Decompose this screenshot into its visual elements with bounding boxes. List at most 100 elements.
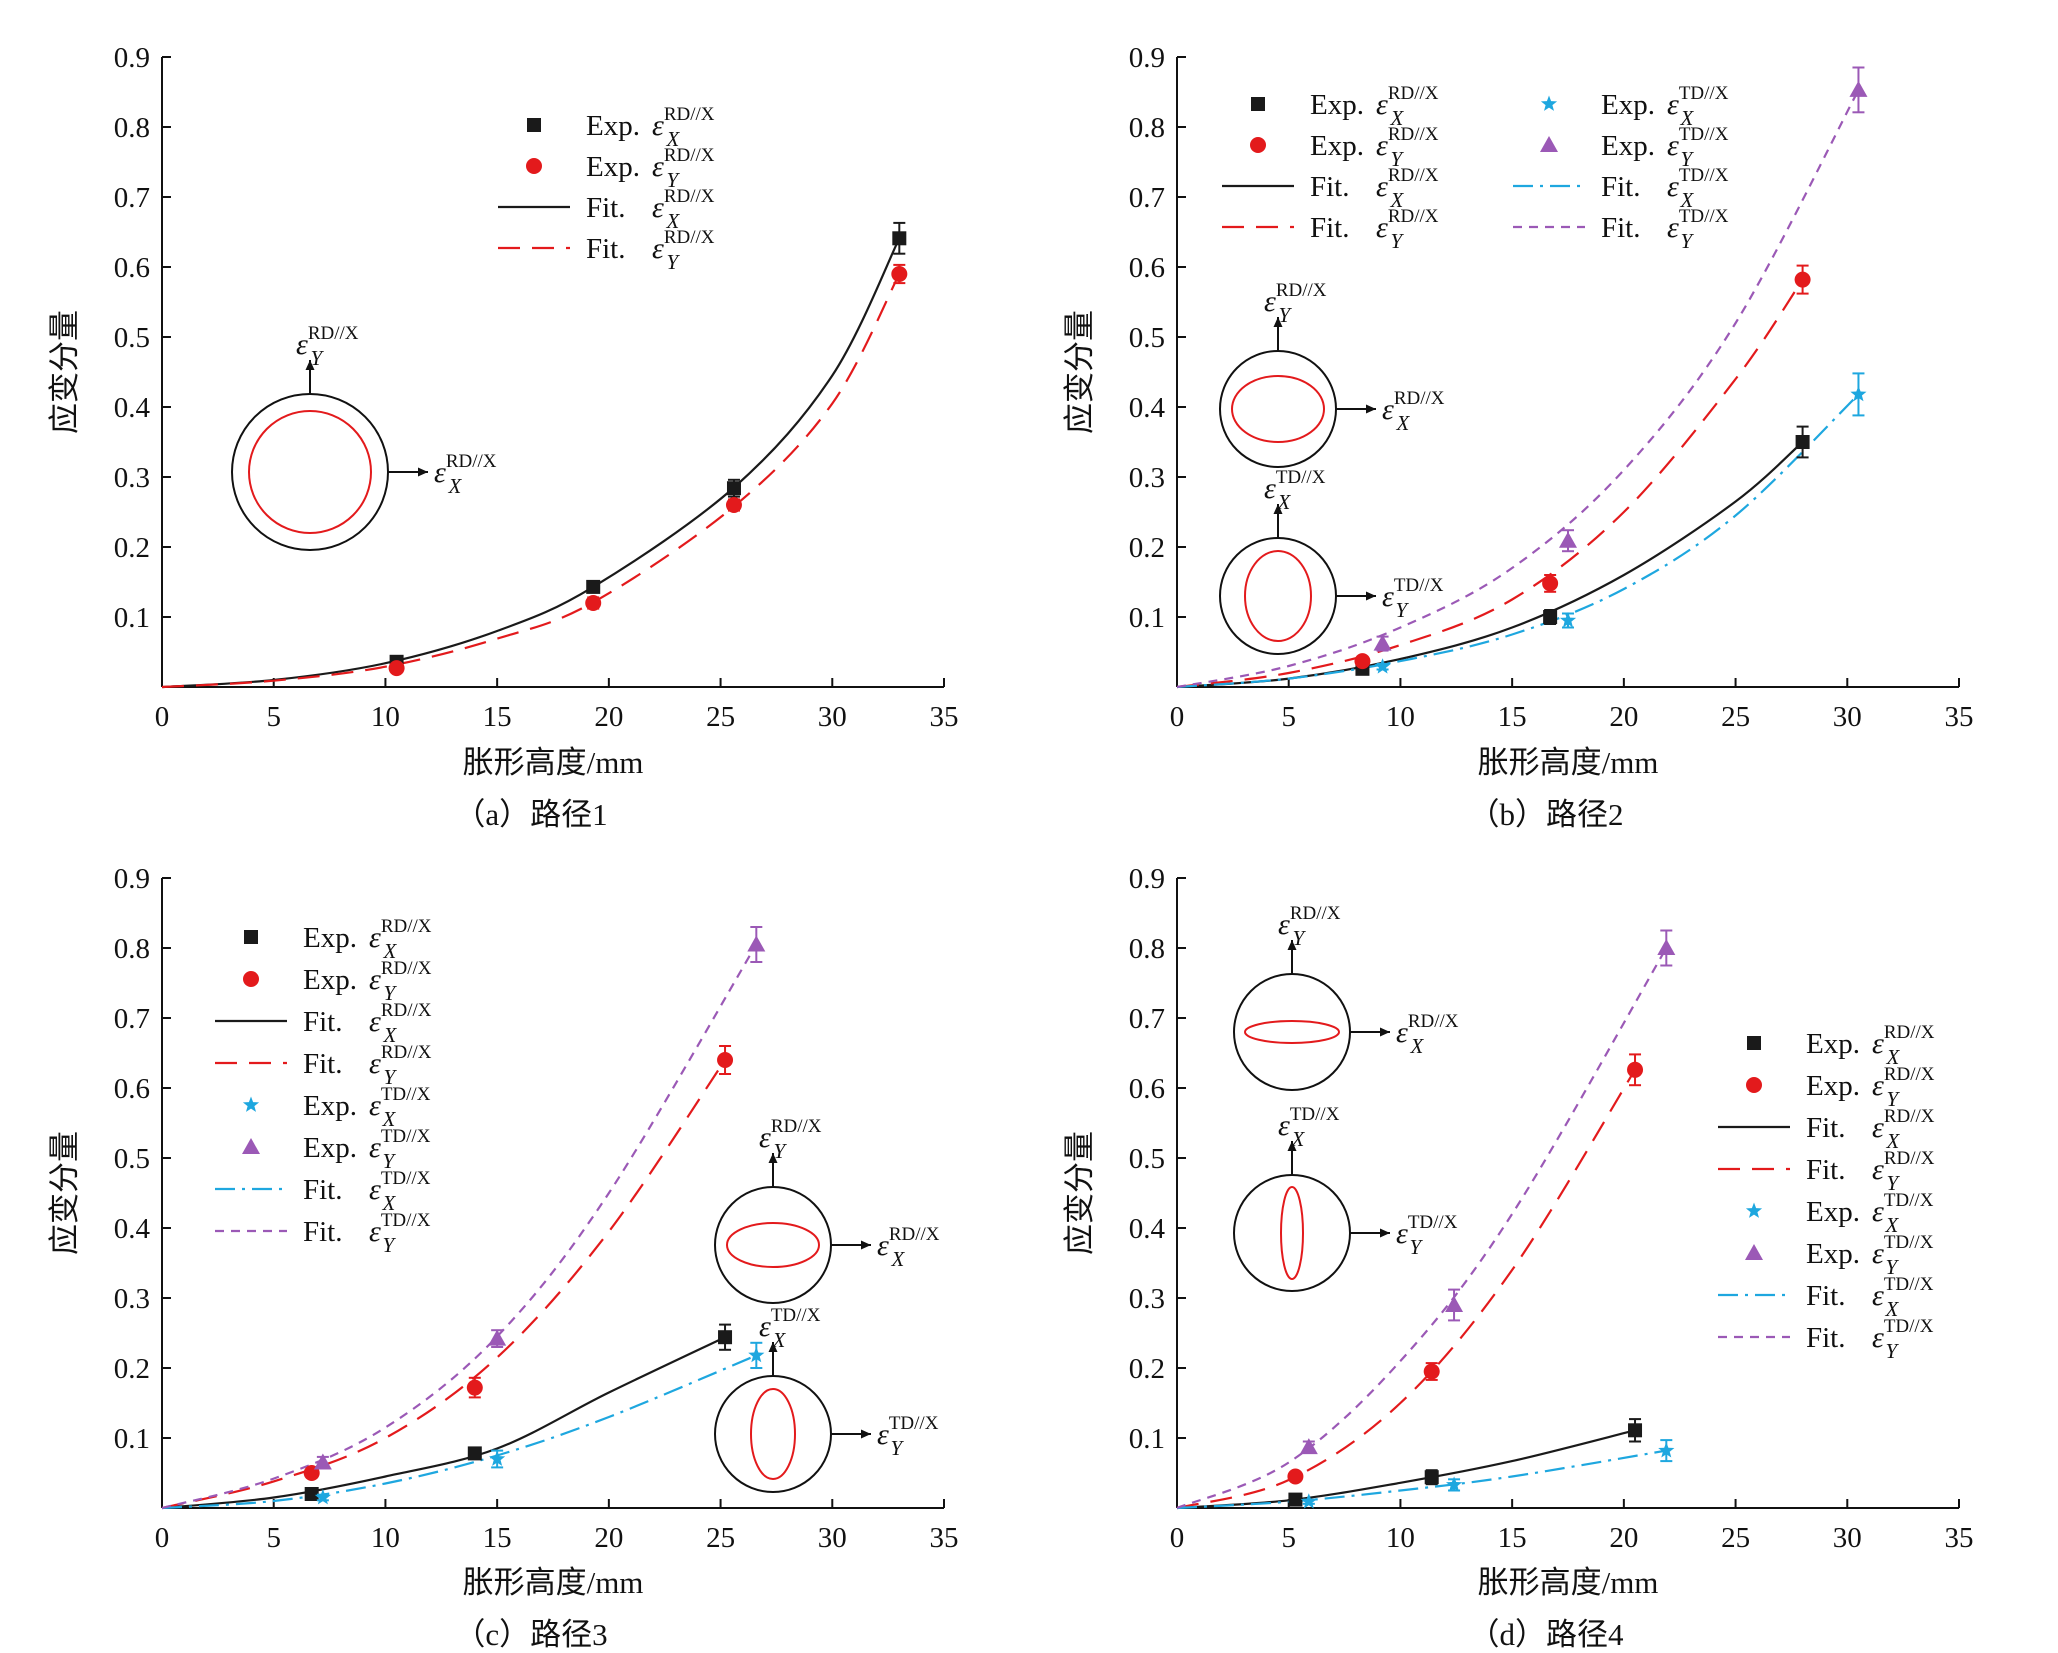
legend-label: Exp.	[303, 1132, 357, 1164]
data-point-exp-y-td-x	[1657, 939, 1676, 955]
inset-label-right-sub: X	[891, 1247, 906, 1271]
legend-symbol-sup: TD//X	[1884, 1232, 1934, 1253]
legend-symbol-sub: Y	[667, 250, 681, 274]
inset-label-right-sup: RD//X	[446, 451, 497, 472]
legend-symbol-sup: RD//X	[381, 1042, 432, 1063]
y-tick-label: 0.9	[1129, 42, 1165, 74]
inset-ellipse	[1244, 1020, 1340, 1044]
x-axis-label: 胀形高度/mm	[1478, 745, 1659, 780]
legend-symbol-sup: TD//X	[381, 1210, 431, 1231]
data-point-exp-x-td-x	[1850, 385, 1867, 402]
y-tick-label: 0.2	[114, 1353, 150, 1385]
legend-symbol-sub: X	[1886, 1045, 1901, 1069]
inset-label-up-greek: ε	[1264, 285, 1276, 318]
legend-marker	[1250, 137, 1266, 153]
y-tick-label: 0.4	[114, 392, 151, 424]
legend-symbol-sup: RD//X	[664, 227, 715, 248]
legend-symbol: εRD//X Y	[1872, 1148, 1935, 1195]
data-point-exp-y-td-x	[488, 1329, 507, 1346]
inset-label-right-sub: Y	[1409, 1235, 1423, 1259]
legend-symbol-greek: ε	[1872, 1195, 1884, 1228]
data-point-exp-y-rd-x	[466, 1379, 483, 1396]
legend-label: Fit.	[586, 233, 626, 265]
legend-symbol-sup: RD//X	[1884, 1148, 1935, 1169]
legend-symbol-greek: ε	[1872, 1279, 1884, 1312]
inset-label-up: εTD//X X	[1264, 467, 1326, 514]
legend-symbol: εTD//X Y	[369, 1126, 431, 1173]
inset-label-right: εRD//X X	[434, 451, 497, 498]
legend-label: Fit.	[303, 1006, 343, 1038]
legend-label: Exp.	[1806, 1028, 1860, 1060]
fit-line-fit-x-td-x	[161, 1354, 757, 1510]
legend-symbol: εTD//X X	[1872, 1190, 1934, 1237]
inset-label-right-greek: ε	[877, 1229, 889, 1262]
y-tick-label: 0.7	[114, 182, 150, 214]
legend-label: Fit.	[303, 1048, 343, 1080]
legend-symbol: εTD//X X	[1667, 83, 1729, 130]
legend-symbol-sup: TD//X	[1679, 124, 1729, 145]
data-point-exp-y-rd-x	[1354, 653, 1371, 670]
legend-label: Exp.	[1806, 1238, 1860, 1270]
legend-marker	[243, 971, 259, 987]
fit-line-fit-y-td-x	[1176, 947, 1668, 1510]
inset-arrow-up-head	[305, 360, 315, 370]
inset-label-right-sub: Y	[1395, 598, 1409, 622]
legend-label: Fit.	[1310, 212, 1350, 244]
legend-symbol-greek: ε	[1872, 1153, 1884, 1186]
legend-symbol-greek: ε	[1376, 129, 1388, 162]
data-point-exp-y-rd-x	[585, 595, 602, 611]
data-point-exp-y-rd-x	[1287, 1468, 1304, 1485]
data-point-exp-y-rd-x	[1542, 575, 1559, 592]
inset-label-up-sup: RD//X	[771, 1116, 822, 1137]
legend-symbol-greek: ε	[1376, 170, 1388, 203]
x-tick-label: 15	[1498, 1522, 1527, 1554]
x-tick-label: 5	[266, 1522, 281, 1554]
x-tick-label: 25	[706, 701, 735, 733]
inset-label-right-sub: Y	[890, 1436, 904, 1460]
inset-circle	[714, 1375, 832, 1493]
legend-symbol: εTD//X Y	[369, 1210, 431, 1257]
legend-symbol: εRD//X X	[369, 916, 432, 963]
x-tick-label: 30	[1833, 1522, 1862, 1554]
legend-symbol: εTD//X X	[1667, 165, 1729, 212]
fit-line-fit-y-td-x	[1176, 89, 1860, 689]
inset-label-right-sub: X	[1410, 1034, 1425, 1058]
data-point-exp-x-td-x	[489, 1450, 506, 1466]
inset-arrow-right-head	[1366, 404, 1376, 414]
legend-symbol-greek: ε	[652, 191, 664, 224]
legend-symbol-greek: ε	[1667, 88, 1679, 121]
y-tick-label: 0.8	[1129, 933, 1165, 965]
legend-symbol-sub: X	[666, 209, 681, 233]
y-axis-label: 应变分量	[47, 310, 82, 434]
y-tick-label: 0.7	[1129, 182, 1165, 214]
data-point-exp-x-rd-x	[304, 1487, 319, 1501]
legend-marker	[244, 930, 258, 944]
legend-label: Exp.	[586, 151, 640, 183]
legend-symbol-sub: X	[1390, 106, 1405, 130]
legend-symbol-sup: TD//X	[381, 1126, 431, 1147]
y-tick-label: 0.2	[1129, 532, 1165, 564]
y-tick-label: 0.8	[114, 112, 150, 144]
legend-label: Fit.	[1601, 212, 1641, 244]
data-point-exp-y-rd-x	[891, 266, 908, 282]
y-tick-label: 0.8	[114, 933, 150, 965]
y-axis-label: 应变分量	[47, 1131, 82, 1255]
legend-label: Fit.	[303, 1216, 343, 1248]
legend-symbol-sup: RD//X	[381, 958, 432, 979]
y-tick-label: 0.1	[114, 602, 150, 634]
inset-label-up-greek: ε	[759, 1121, 771, 1154]
legend-symbol-greek: ε	[1667, 211, 1679, 244]
inset-label-up: εRD//X Y	[759, 1116, 822, 1163]
legend-marker	[1745, 1244, 1763, 1260]
legend-label: Exp.	[1806, 1070, 1860, 1102]
legend-marker	[1746, 1077, 1762, 1093]
inset-label-right: εRD//X X	[1382, 388, 1445, 435]
x-tick-label: 10	[1386, 701, 1415, 733]
legend-symbol-greek: ε	[369, 1131, 381, 1164]
legend-marker	[1540, 95, 1558, 111]
y-tick-label: 0.6	[114, 252, 150, 284]
data-point-exp-x-td-x	[314, 1489, 331, 1505]
legend-label: Fit.	[1806, 1154, 1846, 1186]
legend-symbol-sub: X	[383, 1023, 398, 1047]
